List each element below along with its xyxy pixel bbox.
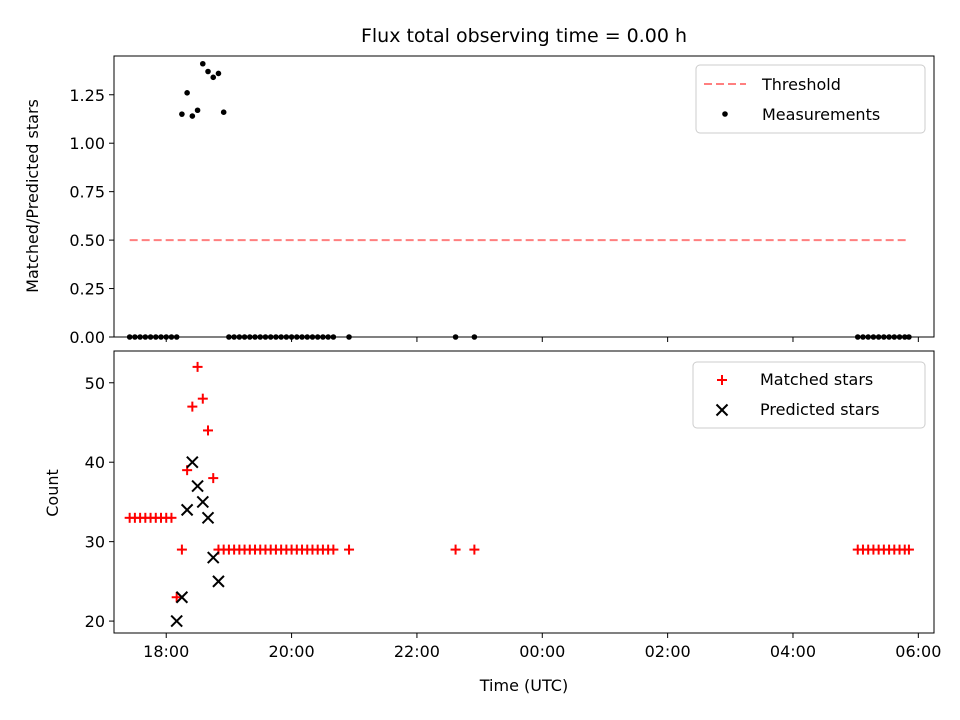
- top-marks: [126, 60, 912, 340]
- measurement-point: [189, 113, 196, 119]
- bottom-panel: Count Time (UTC) 20 30 40 50 18:00 20:00 22:0…: [43, 350, 941, 695]
- y-tick-label: 0.25: [69, 280, 105, 299]
- y-tick-label: 1.25: [69, 86, 105, 105]
- measurements-legend-label: Measurements: [762, 105, 880, 124]
- bottom-y-ticks: 20 30 40 50: [85, 374, 114, 631]
- y-tick-label: 30: [85, 533, 105, 552]
- x-tick-label: 20:00: [269, 642, 315, 661]
- measurement-point: [215, 70, 222, 77]
- predicted-legend-marker: [715, 403, 729, 417]
- x-tick-label: 00:00: [519, 642, 565, 661]
- measurement-point: [205, 68, 211, 75]
- top-y-axis-label: Matched/Predicted stars: [23, 99, 42, 293]
- x-tick-label: 06:00: [895, 642, 941, 661]
- x-tick-label: 02:00: [645, 642, 691, 661]
- matched-legend-label: Matched stars: [760, 370, 873, 389]
- bottom-plot-frame: [113, 350, 935, 634]
- measurement-point: [179, 111, 185, 117]
- bottom-marks: [124, 361, 914, 628]
- predicted-stars-point: [175, 591, 189, 604]
- x-tick-label: 22:00: [394, 642, 440, 661]
- matched-stars-point: [203, 425, 214, 436]
- matched-stars-point: [171, 592, 182, 603]
- predicted-stars-point: [186, 456, 199, 469]
- predicted-stars-point: [191, 479, 204, 493]
- matched-stars-point: [469, 544, 480, 555]
- y-tick-label: 0.50: [69, 231, 105, 250]
- top-y-ticks: 0.00 0.25 0.50 0.75 1.00 1.25: [69, 86, 114, 347]
- matched-stars-point: [208, 473, 219, 484]
- x-tick-label: 04:00: [770, 642, 816, 661]
- matched-stars-point: [197, 393, 208, 404]
- measurement-point: [210, 74, 217, 81]
- predicted-stars-point: [196, 495, 209, 509]
- x-tick-label: 18:00: [143, 642, 189, 661]
- matched-stars-point: [903, 544, 914, 555]
- top-panel: Flux total observing time = 0.00 h Match…: [23, 25, 935, 347]
- measurement-point: [194, 107, 201, 114]
- matched-legend-marker: [717, 375, 727, 385]
- predicted-legend-swatch: [715, 403, 729, 417]
- predicted-stars-point: [207, 551, 220, 564]
- predicted-legend-label: Predicted stars: [760, 400, 880, 419]
- matched-stars-point: [166, 512, 177, 523]
- bottom-x-ticks: 18:00 20:00 22:00 00:00 02:00 04:00 06:00: [143, 633, 941, 661]
- bottom-y-axis-label: Count: [43, 469, 62, 517]
- matched-stars-point: [176, 544, 187, 555]
- y-tick-label: 50: [85, 374, 105, 393]
- y-tick-label: 0.75: [69, 183, 105, 202]
- matched-stars-point: [344, 544, 355, 555]
- y-tick-label: 40: [85, 453, 105, 472]
- matched-legend-swatch: [717, 375, 727, 385]
- matched-stars-point: [450, 544, 461, 555]
- y-tick-label: 0.00: [69, 328, 105, 347]
- measurement-point: [220, 109, 227, 115]
- matched-stars-point: [328, 544, 339, 555]
- y-tick-label: 1.00: [69, 134, 105, 153]
- predicted-stars-point: [180, 503, 194, 517]
- matched-stars-point: [192, 361, 203, 372]
- top-legend-box: [695, 64, 926, 134]
- x-axis-label: Time (UTC): [479, 676, 568, 695]
- predicted-stars-point: [170, 614, 183, 628]
- measurement-point: [184, 90, 190, 96]
- predicted-stars-point: [212, 575, 225, 588]
- measurement-point: [199, 60, 206, 67]
- threshold-legend-label: Threshold: [761, 75, 841, 94]
- bottom-legend-box: [692, 361, 926, 429]
- top-plot-frame: [113, 55, 935, 338]
- predicted-stars-point: [201, 511, 215, 525]
- measurements-legend-swatch: [722, 111, 728, 117]
- bottom-legend: Matched stars Predicted stars: [692, 361, 926, 429]
- top-legend: Threshold Measurements: [695, 64, 926, 134]
- y-tick-label: 20: [85, 612, 105, 631]
- matched-stars-point: [187, 401, 198, 412]
- chart-title: Flux total observing time = 0.00 h: [361, 25, 687, 47]
